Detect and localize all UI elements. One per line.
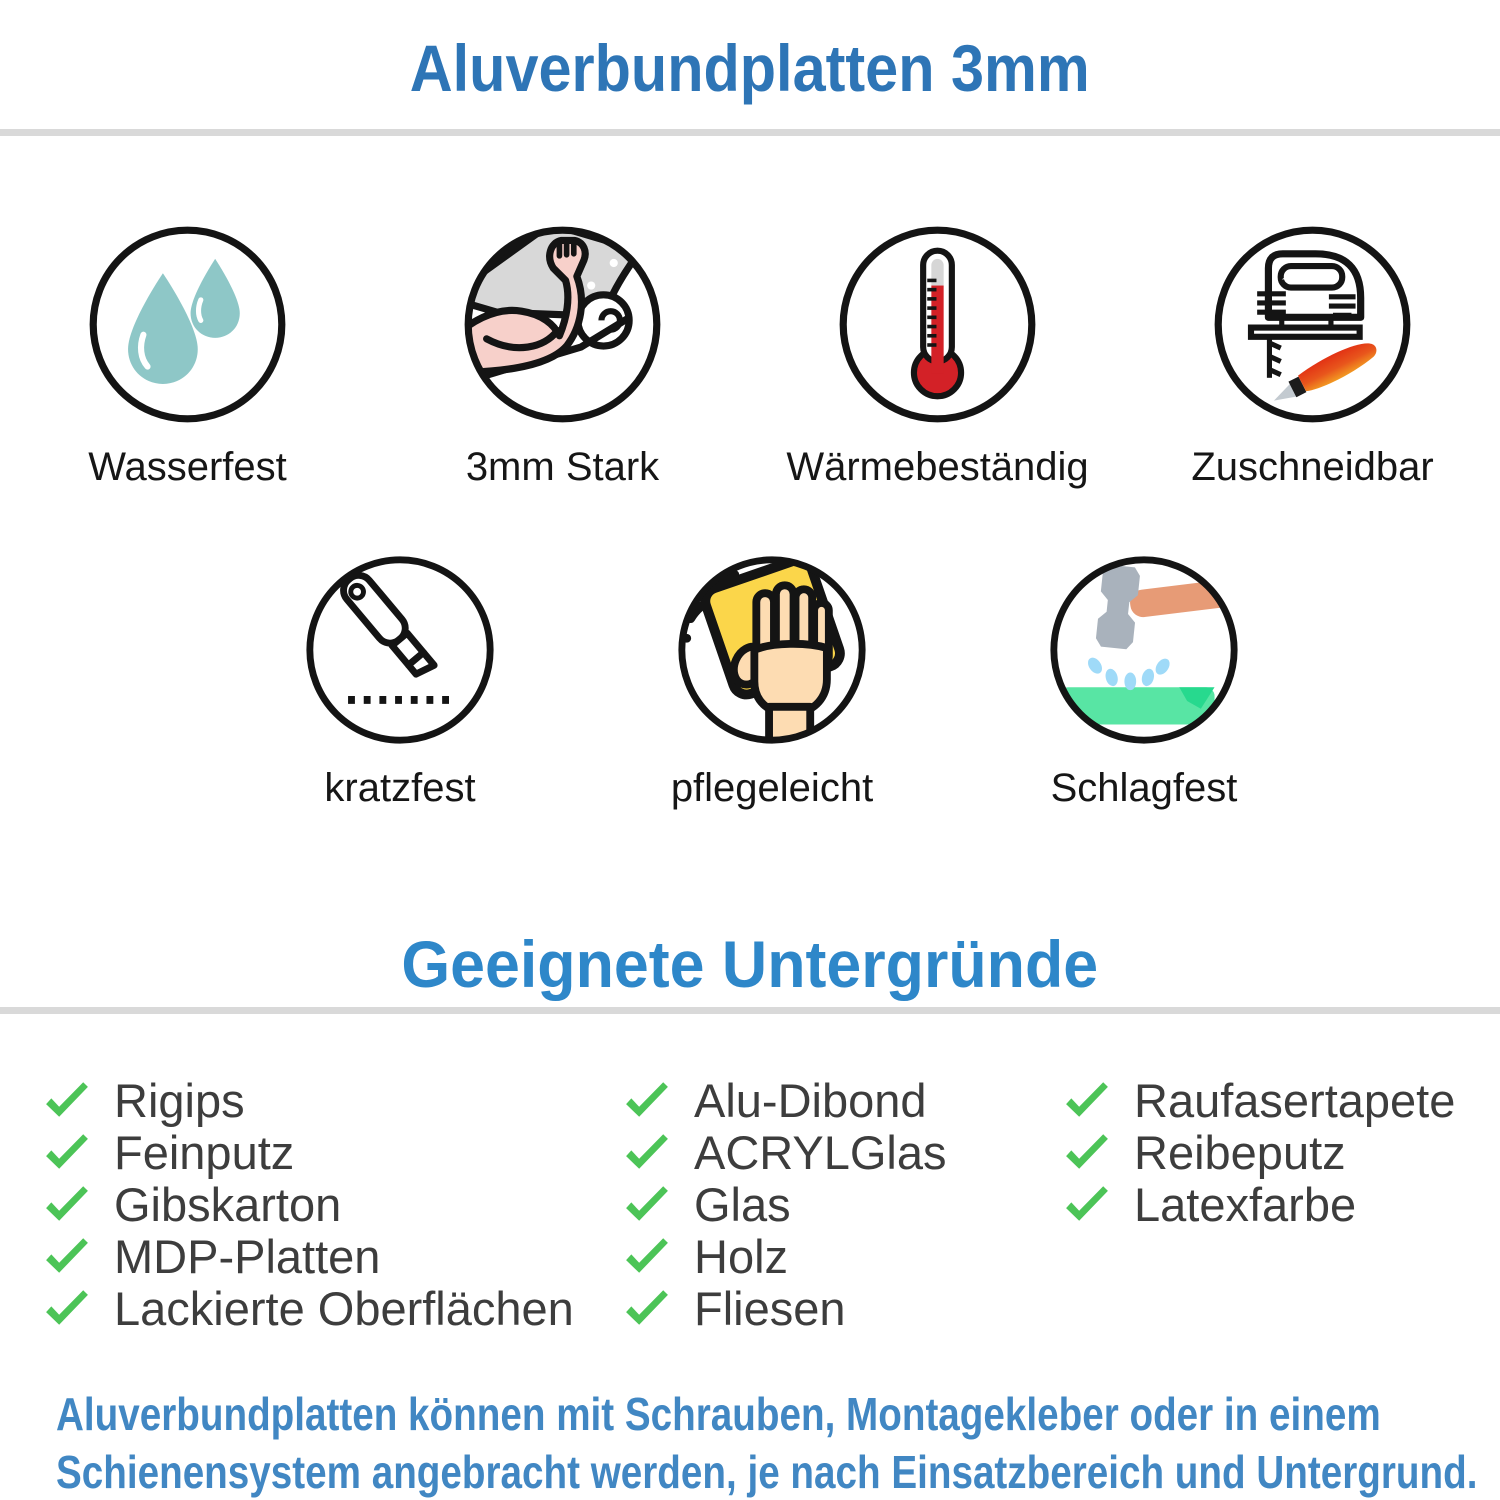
footer-line: Schienensystem angebracht werden, je nac… — [56, 1445, 1478, 1498]
list-item: Fliesen — [624, 1281, 1064, 1335]
list-item: Latexfarbe — [1064, 1177, 1455, 1231]
check-icon — [46, 1082, 88, 1117]
page-title: Aluverbundplatten 3mm — [410, 31, 1090, 105]
section-title: Geeignete Untergründe — [401, 927, 1099, 1001]
feature-waermebestaendig: Wärmebeständig — [750, 222, 1125, 490]
list-item-label: Reibeputz — [1134, 1125, 1346, 1179]
list-item-label: Raufasertapete — [1134, 1073, 1456, 1127]
features-row-1: Wasserfest 3mm Stark — [0, 222, 1500, 490]
list-item-label: Feinputz — [114, 1125, 295, 1179]
list-item: Feinputz — [44, 1125, 624, 1179]
feature-zuschneidbar: Zuschneidbar — [1125, 222, 1500, 490]
list-item: Holz — [624, 1229, 1064, 1283]
list-item-label: Alu-Dibond — [694, 1073, 927, 1127]
jigsaw-cutter-icon — [1214, 226, 1411, 423]
substrates-column-3: Raufasertapete Reibeputz Latexfarbe — [1064, 1073, 1456, 1231]
page-title-row: Aluverbundplatten 3mm — [0, 30, 1500, 106]
list-item-label: Lackierte Oberflächen — [114, 1281, 574, 1335]
strong-arm-icon — [464, 226, 661, 423]
substrates-list: Rigips Feinputz Gibskarton MDP-Platten L… — [44, 1073, 1456, 1335]
feature-label: 3mm Stark — [465, 445, 660, 489]
check-icon — [46, 1290, 88, 1325]
feature-label: Zuschneidbar — [1191, 445, 1434, 489]
substrates-column-2: Alu-Dibond ACRYLGlas Glas Holz Fliesen — [624, 1073, 1064, 1335]
list-item: Lackierte Oberflächen — [44, 1281, 624, 1335]
list-item-label: Fliesen — [694, 1281, 846, 1335]
footer-line: Aluverbundplatten können mit Schrauben, … — [56, 1388, 1381, 1440]
substrates-column-1: Rigips Feinputz Gibskarton MDP-Platten L… — [44, 1073, 624, 1335]
thermometer-icon — [839, 226, 1036, 423]
list-item-label: Latexfarbe — [1134, 1177, 1357, 1231]
check-icon — [626, 1082, 668, 1117]
feature-wasserfest: Wasserfest — [0, 222, 375, 490]
check-icon — [626, 1290, 668, 1325]
check-icon — [46, 1238, 88, 1273]
check-icon — [626, 1186, 668, 1221]
check-icon — [626, 1238, 668, 1273]
feature-kratzfest: kratzfest — [214, 552, 586, 811]
cleaning-hand-icon — [678, 556, 866, 744]
feature-3mm-stark: 3mm Stark — [375, 222, 750, 490]
list-item-label: MDP-Platten — [114, 1229, 381, 1283]
check-icon — [626, 1134, 668, 1169]
list-item: Raufasertapete — [1064, 1073, 1456, 1127]
check-icon — [46, 1134, 88, 1169]
list-item: Alu-Dibond — [624, 1073, 1064, 1127]
list-item: Reibeputz — [1064, 1125, 1455, 1179]
list-item-label: Holz — [694, 1229, 789, 1283]
feature-label: kratzfest — [324, 766, 476, 810]
list-item-label: Rigips — [114, 1073, 245, 1127]
feature-schlagfest: Schlagfest — [958, 552, 1330, 811]
check-icon — [46, 1186, 88, 1221]
feature-label: Wärmebeständig — [786, 445, 1089, 489]
feature-label: pflegeleicht — [670, 766, 874, 810]
utility-knife-icon — [306, 556, 494, 744]
list-item-label: ACRYLGlas — [694, 1125, 947, 1179]
list-item: Rigips — [44, 1073, 624, 1127]
list-item: Gibskarton — [44, 1177, 624, 1231]
hammer-impact-icon — [1050, 556, 1238, 744]
feature-label: Wasserfest — [88, 445, 287, 489]
divider-top — [0, 129, 1500, 136]
list-item: Glas — [624, 1177, 1064, 1231]
list-item-label: Glas — [694, 1177, 791, 1231]
list-item-label: Gibskarton — [114, 1177, 342, 1231]
list-item: MDP-Platten — [44, 1229, 624, 1283]
check-icon — [1066, 1186, 1108, 1221]
check-icon — [1066, 1134, 1108, 1169]
feature-pflegeleicht: pflegeleicht — [586, 552, 958, 811]
water-drops-icon — [89, 226, 286, 423]
section-title-row: Geeignete Untergründe — [0, 926, 1500, 1002]
feature-label: Schlagfest — [1050, 766, 1238, 810]
list-item: ACRYLGlas — [624, 1125, 1064, 1179]
footer-note: Aluverbundplatten können mit Schrauben, … — [56, 1386, 1477, 1500]
check-icon — [1066, 1082, 1108, 1117]
features-row-2: kratzfest — [214, 552, 1330, 811]
divider-middle — [0, 1007, 1500, 1014]
